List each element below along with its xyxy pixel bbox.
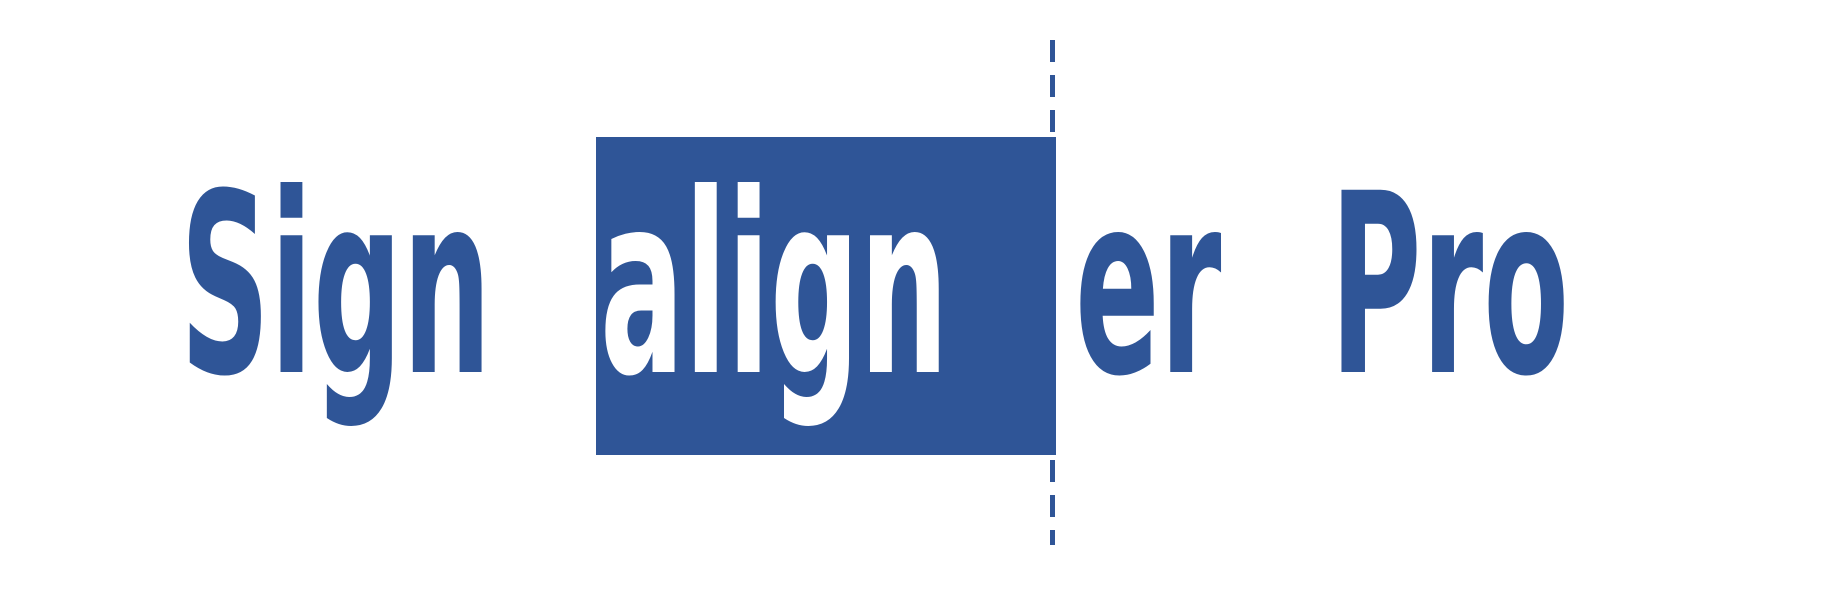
logo-text-align: align: [600, 141, 948, 432]
logo-text-er: er: [1075, 141, 1221, 432]
logo-text-pro: Pro: [1330, 141, 1569, 432]
alignment-guide-line: [1050, 40, 1055, 545]
highlight-box: [596, 137, 1056, 455]
logo-text-sign: Sign: [180, 141, 491, 432]
